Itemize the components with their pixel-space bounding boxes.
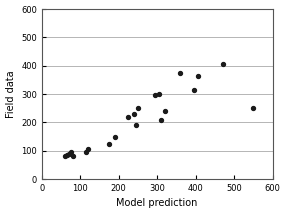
Point [159,118,163,121]
Point [107,142,112,145]
Point [63,155,67,158]
Point [251,107,256,110]
Point [134,123,138,127]
Point [66,152,71,155]
Point [84,150,88,154]
Y-axis label: Field data: Field data [5,70,15,118]
Point [157,92,161,96]
X-axis label: Model prediction: Model prediction [116,198,198,208]
Point [86,148,90,151]
Point [191,88,196,92]
Point [132,112,136,116]
Point [178,71,182,74]
Point [220,62,225,66]
Point [195,74,200,77]
Point [65,153,69,157]
Point [113,135,117,138]
Point [70,155,75,158]
Point [126,115,131,118]
Point [68,150,73,154]
Point [136,107,140,110]
Point [162,109,167,113]
Point [153,94,158,97]
